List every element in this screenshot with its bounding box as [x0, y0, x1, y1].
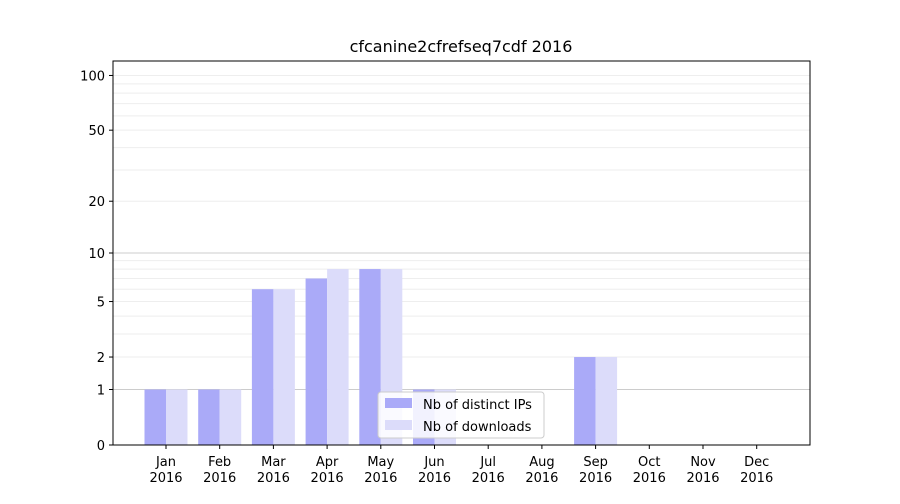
x-tick-year: 2016: [311, 471, 344, 486]
x-tick-year: 2016: [364, 471, 397, 486]
x-tick-label: Dec 2016: [740, 455, 773, 486]
x-tick-label: Jun 2016: [418, 455, 451, 486]
x-tick-month: Nov: [690, 455, 716, 470]
legend: Nb of distinct IPs Nb of downloads: [377, 391, 545, 439]
x-tick-label: Jan 2016: [149, 455, 182, 486]
x-tick-month: Mar: [261, 455, 286, 470]
x-tick-month: Oct: [638, 455, 660, 470]
x-tick-label: Apr 2016: [311, 455, 344, 486]
x-tick-label: Jul 2016: [472, 455, 505, 486]
bar-distinct-ips: [305, 278, 328, 445]
y-tick-label: 50: [88, 124, 105, 139]
x-tick-year: 2016: [149, 471, 182, 486]
x-tick-month: May: [367, 455, 394, 470]
bar-downloads: [273, 289, 295, 445]
x-tick-label: Aug 2016: [525, 455, 558, 486]
bar-downloads: [219, 389, 242, 445]
x-tick-month: Dec: [744, 455, 769, 470]
y-tick-label: 2: [97, 351, 105, 366]
bar-distinct-ips: [359, 269, 381, 445]
x-tick-label: Mar 2016: [257, 455, 290, 486]
x-tick-year: 2016: [203, 471, 236, 486]
x-tick-year: 2016: [418, 471, 451, 486]
x-tick-year: 2016: [579, 471, 612, 486]
x-tick-year: 2016: [740, 471, 773, 486]
y-tick-label: 5: [97, 296, 105, 311]
x-tick-label: Oct 2016: [633, 455, 666, 486]
y-tick-label: 10: [88, 247, 105, 262]
x-tick-month: Jun: [423, 455, 444, 470]
x-tick-month: Apr: [316, 455, 339, 470]
legend-label: Nb of downloads: [423, 420, 532, 435]
bar-distinct-ips: [251, 289, 274, 445]
y-tick-label: 1: [97, 383, 105, 398]
x-tick-year: 2016: [472, 471, 505, 486]
grid-lines: [113, 74, 810, 390]
x-tick-label: Feb 2016: [203, 455, 236, 486]
x-tick-month: Jan: [155, 455, 176, 470]
legend-swatch: [385, 420, 412, 430]
y-tick-label: 100: [80, 69, 105, 84]
bar-downloads: [327, 269, 349, 445]
x-tick-month: Aug: [529, 455, 554, 470]
x-tick-label: Sep 2016: [579, 455, 612, 486]
x-tick-year: 2016: [633, 471, 666, 486]
x-tick-month: Jul: [479, 455, 496, 470]
x-tick-label: Nov 2016: [686, 455, 719, 486]
x-tick-year: 2016: [257, 471, 290, 486]
y-tick-label: 0: [97, 439, 105, 454]
bar-distinct-ips: [144, 389, 166, 445]
x-tick-year: 2016: [686, 471, 719, 486]
legend-box: [377, 391, 545, 439]
x-tick-month: Sep: [583, 455, 608, 470]
x-tick-label: May 2016: [364, 455, 397, 486]
y-tick-label: 20: [88, 195, 105, 210]
x-tick-month: Feb: [208, 455, 231, 470]
bar-downloads: [166, 389, 188, 445]
bar-distinct-ips: [198, 389, 220, 445]
legend-label: Nb of distinct IPs: [423, 398, 532, 413]
x-tick-year: 2016: [525, 471, 558, 486]
bar-distinct-ips: [574, 357, 596, 445]
legend-swatch: [385, 398, 412, 408]
chart-title: cfcanine2cfrefseq7cdf 2016: [350, 37, 573, 56]
bar-downloads: [595, 357, 618, 445]
